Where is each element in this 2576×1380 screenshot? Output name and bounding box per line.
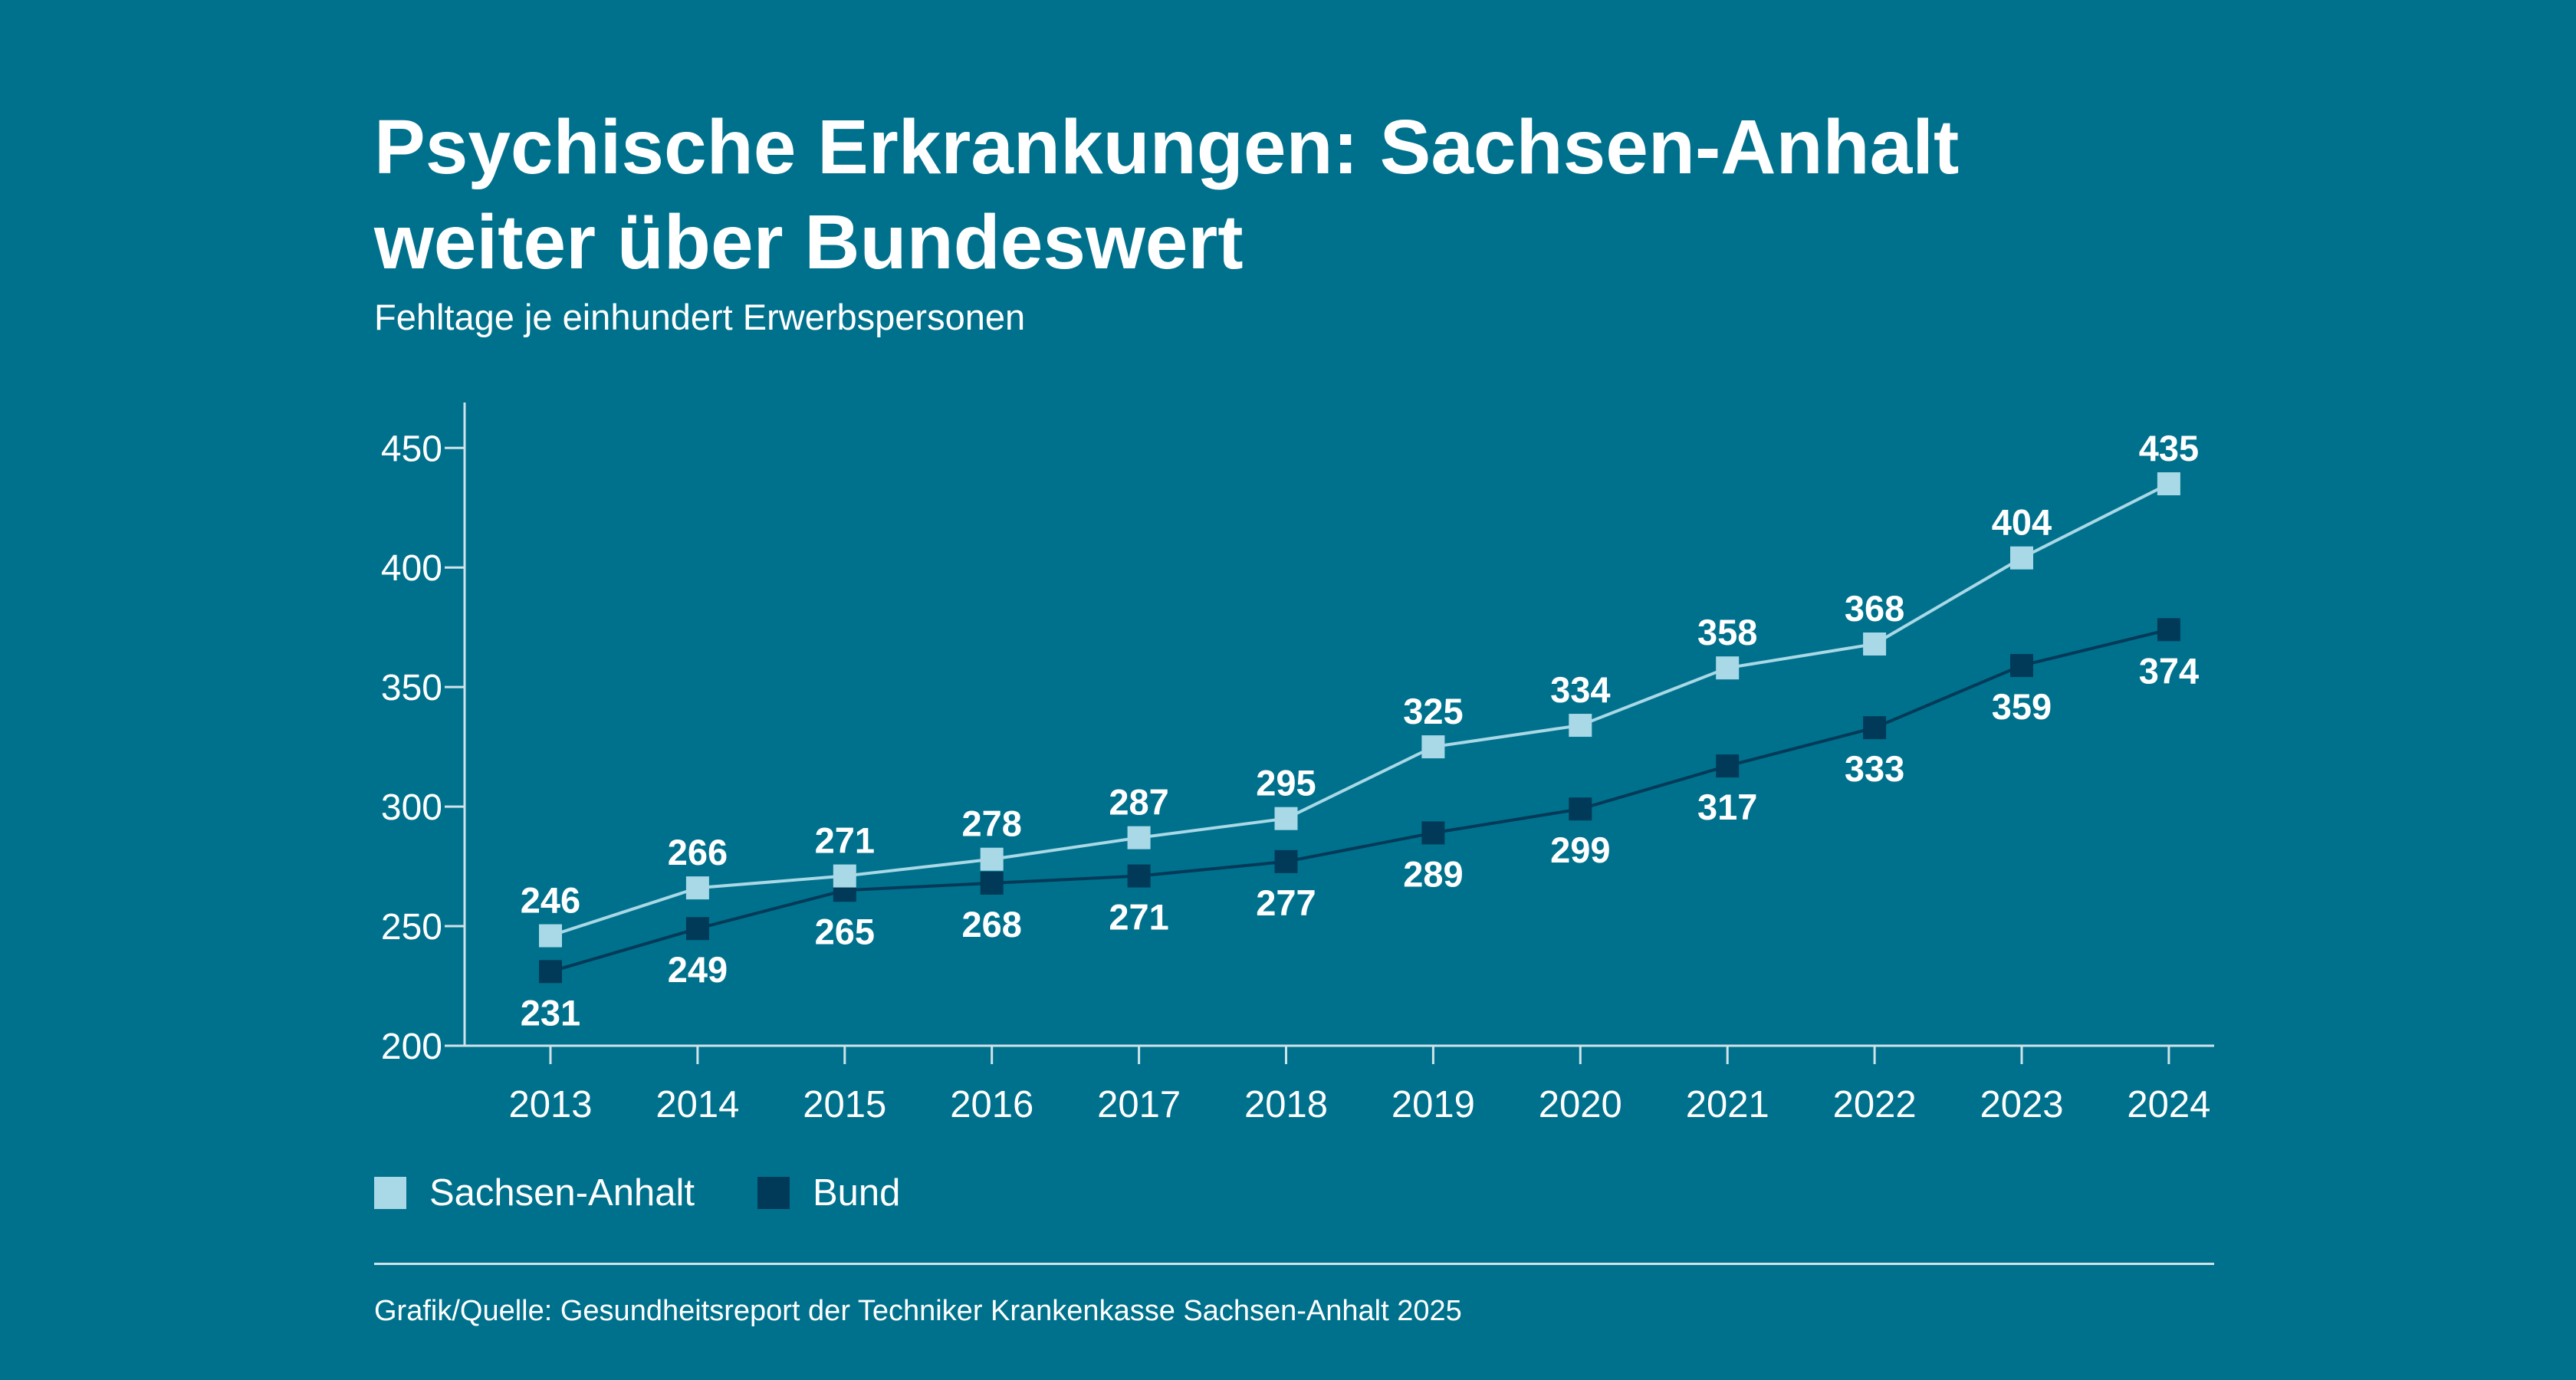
data-label-bund: 268 (961, 904, 1021, 945)
data-label-sachsen-anhalt: 278 (961, 803, 1021, 844)
x-tick-label: 2017 (1097, 1084, 1181, 1125)
data-label-sachsen-anhalt: 246 (521, 880, 580, 921)
data-point-sachsen-anhalt (1569, 714, 1592, 738)
data-label-sachsen-anhalt: 358 (1697, 612, 1757, 652)
y-tick-label: 300 (381, 787, 442, 828)
data-label-sachsen-anhalt: 287 (1109, 782, 1168, 823)
data-point-bund (685, 917, 709, 941)
data-label-bund: 359 (1992, 686, 2052, 727)
data-label-sachsen-anhalt: 334 (1550, 669, 1610, 710)
data-point-sachsen-anhalt (1863, 632, 1887, 656)
data-point-bund (2010, 654, 2033, 678)
data-point-bund (1127, 864, 1151, 888)
data-point-bund (1274, 849, 1298, 873)
data-point-sachsen-anhalt (2157, 472, 2180, 496)
data-point-bund (1421, 821, 1445, 845)
data-label-sachsen-anhalt: 368 (1845, 588, 1904, 629)
data-point-sachsen-anhalt (1274, 807, 1298, 830)
data-label-bund: 289 (1403, 853, 1463, 894)
x-tick-label: 2013 (508, 1084, 592, 1125)
legend-swatch-sachsen-anhalt (374, 1177, 406, 1209)
data-label-bund: 317 (1697, 787, 1757, 827)
chart-title: Psychische Erkrankungen: Sachsen-Anhalt … (374, 100, 2214, 290)
x-tick-label: 2016 (950, 1084, 1033, 1125)
data-label-sachsen-anhalt: 271 (815, 820, 875, 861)
data-point-sachsen-anhalt (1127, 826, 1151, 849)
source-note: Grafik/Quelle: Gesundheitsreport der Tec… (374, 1295, 1462, 1327)
data-label-sachsen-anhalt: 266 (668, 832, 728, 872)
y-tick-label: 250 (381, 907, 442, 948)
x-tick-label: 2020 (1539, 1084, 1622, 1125)
chart-subtitle: Fehltage je einhundert Erwerbspersonen (374, 297, 1026, 337)
data-label-bund: 277 (1256, 882, 1316, 923)
data-point-sachsen-anhalt (685, 876, 709, 900)
data-label-bund: 265 (815, 911, 875, 951)
y-tick-label: 400 (381, 548, 442, 589)
chart-title-line-1: Psychische Erkrankungen: Sachsen-Anhalt (374, 104, 1960, 190)
chart-title-line-2: weiter über Bundeswert (374, 199, 1244, 285)
data-point-bund (1569, 797, 1592, 821)
data-point-sachsen-anhalt (539, 924, 562, 948)
series-line-bund (550, 628, 2170, 974)
y-tick-label: 200 (381, 1027, 442, 1067)
x-tick-label: 2015 (803, 1084, 886, 1125)
x-tick-label: 2023 (1980, 1084, 2063, 1125)
x-tick-label: 2014 (656, 1084, 739, 1125)
x-tick-label: 2019 (1392, 1084, 1475, 1125)
data-point-bund (539, 960, 562, 984)
legend-item-bund: Bund (757, 1170, 900, 1216)
data-label-bund: 374 (2139, 650, 2199, 691)
data-point-bund (2157, 618, 2180, 642)
x-tick-label: 2022 (1833, 1084, 1917, 1125)
data-label-sachsen-anhalt: 435 (2139, 428, 2199, 468)
legend-label-sachsen-anhalt: Sachsen-Anhalt (429, 1172, 695, 1214)
legend-label-bund: Bund (812, 1172, 901, 1214)
data-label-bund: 271 (1109, 897, 1168, 938)
data-point-bund (1716, 754, 1740, 778)
data-label-bund: 333 (1845, 748, 1904, 789)
data-label-sachsen-anhalt: 325 (1403, 691, 1463, 731)
data-label-sachsen-anhalt: 295 (1256, 763, 1316, 803)
data-point-sachsen-anhalt (2010, 546, 2033, 570)
y-tick-label: 450 (381, 429, 442, 469)
data-label-bund: 249 (668, 949, 728, 990)
chart-legend: Sachsen-Anhalt Bund (374, 1170, 963, 1216)
legend-swatch-bund (757, 1177, 790, 1209)
data-label-sachsen-anhalt: 404 (1992, 502, 2052, 543)
legend-item-sachsen-anhalt: Sachsen-Anhalt (374, 1170, 695, 1216)
x-tick-label: 2024 (2127, 1084, 2210, 1125)
series-line-sachsen-anhalt (550, 482, 2170, 938)
footer-divider (374, 1263, 2214, 1265)
x-tick-label: 2018 (1244, 1084, 1328, 1125)
data-point-sachsen-anhalt (833, 864, 856, 888)
data-point-bund (1863, 716, 1887, 740)
data-point-bund (980, 871, 1004, 895)
data-point-sachsen-anhalt (1421, 735, 1445, 759)
data-label-bund: 231 (521, 992, 580, 1033)
data-label-bund: 299 (1550, 830, 1610, 870)
data-point-sachsen-anhalt (1716, 656, 1740, 680)
y-tick-label: 350 (381, 668, 442, 708)
x-tick-label: 2021 (1686, 1084, 1769, 1125)
data-point-sachsen-anhalt (980, 847, 1004, 871)
